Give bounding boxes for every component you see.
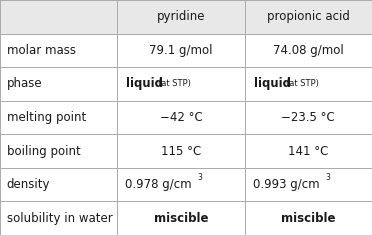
Text: density: density <box>7 178 50 191</box>
Text: molar mass: molar mass <box>7 44 76 57</box>
Text: 3: 3 <box>326 173 330 182</box>
Text: −42 °C: −42 °C <box>160 111 202 124</box>
Text: 0.978 g/cm: 0.978 g/cm <box>125 178 192 191</box>
Text: 115 °C: 115 °C <box>161 145 201 158</box>
Text: 3: 3 <box>198 173 203 182</box>
Bar <box>0 0 372 34</box>
Text: (at STP): (at STP) <box>158 79 191 88</box>
Text: pyridine: pyridine <box>157 10 205 23</box>
Text: 0.993 g/cm: 0.993 g/cm <box>253 178 320 191</box>
Text: miscible: miscible <box>281 212 336 225</box>
Text: phase: phase <box>7 77 42 90</box>
Text: miscible: miscible <box>154 212 208 225</box>
Text: liquid: liquid <box>126 77 163 90</box>
Text: (at STP): (at STP) <box>286 79 318 88</box>
Text: solubility in water: solubility in water <box>7 212 112 225</box>
Text: 79.1 g/mol: 79.1 g/mol <box>149 44 213 57</box>
Text: propionic acid: propionic acid <box>267 10 350 23</box>
Text: liquid: liquid <box>254 77 291 90</box>
Text: −23.5 °C: −23.5 °C <box>282 111 335 124</box>
Text: boiling point: boiling point <box>7 145 80 158</box>
Text: 74.08 g/mol: 74.08 g/mol <box>273 44 344 57</box>
Text: 141 °C: 141 °C <box>288 145 328 158</box>
Text: melting point: melting point <box>7 111 86 124</box>
